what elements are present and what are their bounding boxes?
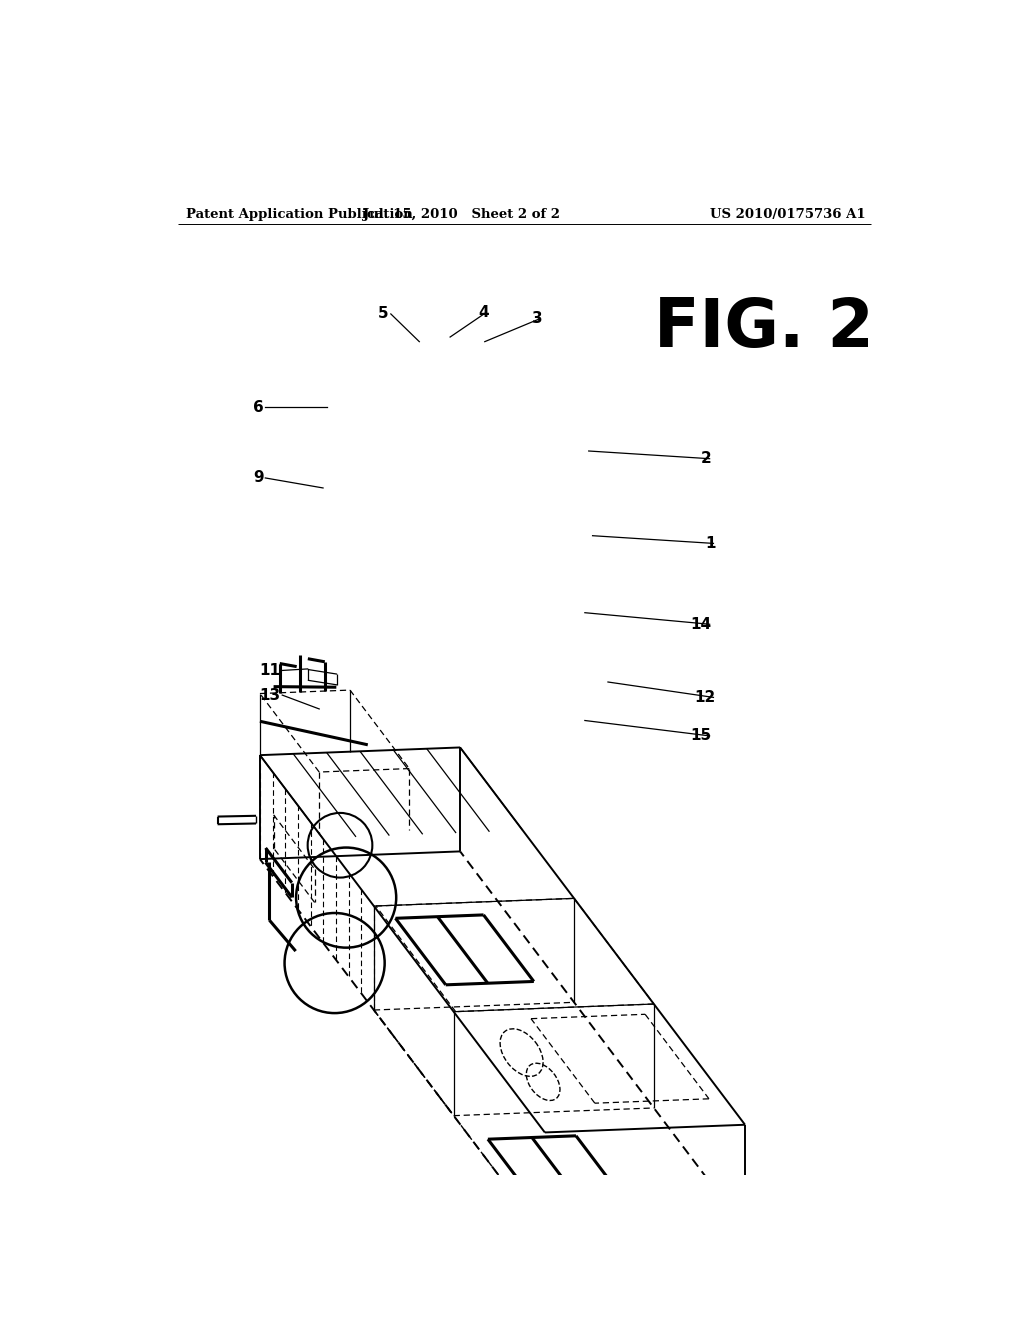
Text: 5: 5: [378, 306, 388, 322]
Text: 2: 2: [701, 451, 712, 466]
Text: 3: 3: [531, 312, 543, 326]
Text: US 2010/0175736 A1: US 2010/0175736 A1: [711, 209, 866, 222]
Text: 6: 6: [253, 400, 264, 414]
Text: Patent Application Publication: Patent Application Publication: [186, 209, 413, 222]
Text: 12: 12: [694, 690, 716, 705]
Text: 15: 15: [691, 729, 712, 743]
Text: 1: 1: [706, 536, 716, 550]
Text: 11: 11: [260, 663, 281, 678]
Text: 9: 9: [253, 470, 264, 486]
Text: FIG. 2: FIG. 2: [654, 294, 873, 360]
Text: Jul. 15, 2010   Sheet 2 of 2: Jul. 15, 2010 Sheet 2 of 2: [364, 209, 560, 222]
Text: 13: 13: [260, 688, 281, 702]
Text: 4: 4: [478, 305, 488, 319]
Text: 14: 14: [691, 616, 712, 632]
